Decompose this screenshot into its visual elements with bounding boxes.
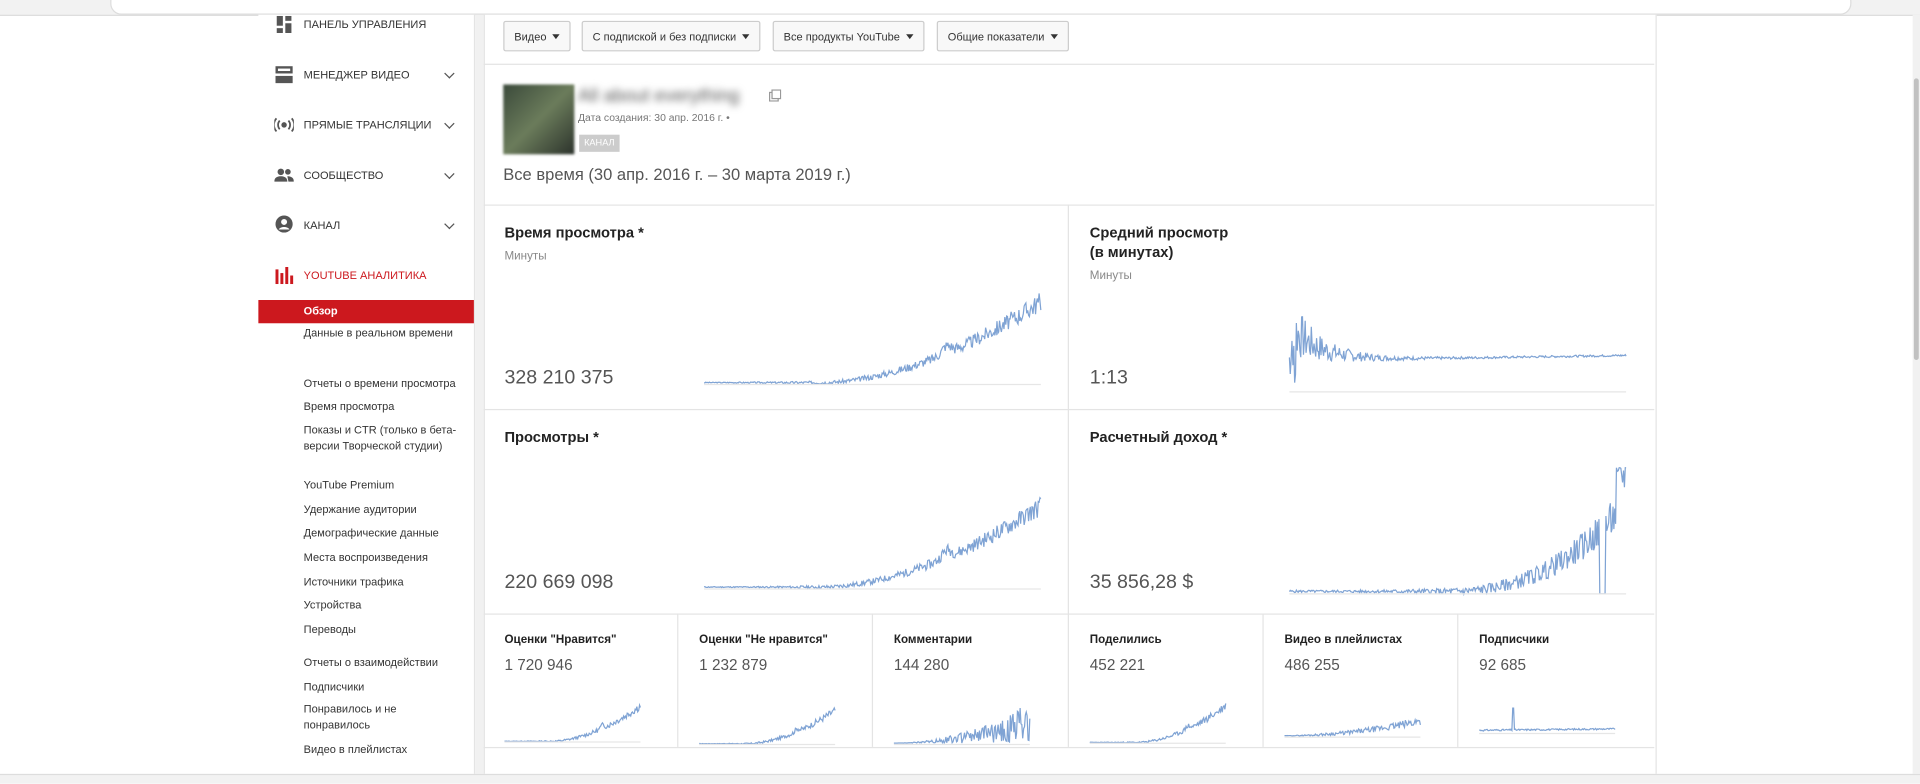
scrollbar xyxy=(1912,14,1920,774)
icon-dashboard xyxy=(276,15,292,34)
metric-value: 1 232 879 xyxy=(699,656,768,674)
sparkline xyxy=(1288,316,1627,393)
sparkline xyxy=(699,706,836,746)
badge: КАНАЛ xyxy=(579,134,620,152)
scroll-thumb[interactable] xyxy=(1913,78,1919,361)
gutter xyxy=(475,14,484,774)
metric-value: 452 221 xyxy=(1089,656,1146,674)
sparkline xyxy=(703,293,1042,386)
status-bar xyxy=(0,773,1920,784)
sub-heading[interactable]: Отчеты о времени просмотра xyxy=(303,377,456,390)
sparkline xyxy=(1288,467,1627,597)
sub-item[interactable]: Видео в плейлистах xyxy=(303,743,408,756)
metric-value: 35 856,28 $ xyxy=(1089,571,1194,593)
created-date: Дата создания: 30 апр. 2016 г. • xyxy=(577,111,730,124)
metric-title[interactable]: Подписчики xyxy=(1479,633,1550,647)
divider xyxy=(1262,613,1264,747)
divider xyxy=(677,613,679,747)
sub-item[interactable]: YouTube Premium xyxy=(303,478,395,492)
sparkline-path xyxy=(1479,707,1616,733)
sparkline-path xyxy=(1288,316,1627,383)
icon-videos xyxy=(275,66,293,84)
icon-live xyxy=(274,117,294,133)
sub-item[interactable]: Обзор xyxy=(303,304,338,318)
metric-title[interactable]: Средний просмотр (в минутах) xyxy=(1089,224,1229,261)
sub-item[interactable]: Удержание аудитории xyxy=(303,503,417,516)
sparkline xyxy=(703,496,1042,590)
sparkline xyxy=(1284,717,1422,738)
nav-item[interactable]: YOUTUBE АНАЛИТИКА xyxy=(303,269,427,282)
metric-title[interactable]: Поделились xyxy=(1089,633,1162,647)
filter-button[interactable]: Видео xyxy=(503,20,571,52)
divider xyxy=(483,63,1655,65)
divider xyxy=(483,746,1655,749)
metric-title[interactable]: Расчетный доход * xyxy=(1089,428,1228,446)
filter-button[interactable]: Общие показатели xyxy=(936,20,1069,52)
channel-thumbnail[interactable] xyxy=(503,84,575,155)
nav-item[interactable]: ПРЯМЫЕ ТРАНСЛЯЦИИ xyxy=(303,118,432,132)
nav-item[interactable]: КАНАЛ xyxy=(303,219,341,232)
browser-bar xyxy=(0,0,1920,16)
sparkline xyxy=(504,702,641,743)
sub-item[interactable]: Места воспроизведения xyxy=(303,551,428,564)
metric-value: 1 720 946 xyxy=(504,656,573,674)
metric-title[interactable]: Время просмотра * xyxy=(504,224,644,242)
sub-item[interactable]: Подписчики xyxy=(303,680,365,694)
sidebar xyxy=(258,14,476,774)
sparkline-path xyxy=(504,702,641,743)
sparkline-path xyxy=(1288,467,1627,597)
sub-item[interactable]: Показы и CTR (только в бета-версии Творч… xyxy=(303,423,457,452)
sparkline-path xyxy=(699,706,836,745)
created-text: Дата создания: 30 апр. 2016 г. xyxy=(577,111,724,124)
sub-item[interactable]: Понравилось и не понравилось xyxy=(303,702,397,732)
address-field[interactable] xyxy=(110,0,1852,15)
sub-item[interactable]: Устройства xyxy=(303,598,362,612)
sparkline xyxy=(1089,703,1227,744)
divider xyxy=(871,613,874,747)
nav-item[interactable]: ПАНЕЛЬ УПРАВЛЕНИЯ xyxy=(303,18,427,31)
period: Все время (30 апр. 2016 г. – 30 марта 20… xyxy=(503,165,851,184)
metric-title[interactable]: Видео в плейлистах xyxy=(1284,633,1403,647)
external-link-icon[interactable] xyxy=(768,89,782,102)
sub-item[interactable]: Время просмотра xyxy=(303,400,395,413)
metric-title[interactable]: Комментарии xyxy=(893,633,973,647)
selected-row xyxy=(258,300,474,324)
sparkline xyxy=(893,707,1031,746)
metric-value: 92 685 xyxy=(1479,656,1527,674)
sub-heading[interactable]: Отчеты о взаимодействии xyxy=(303,656,439,669)
nav-item[interactable]: МЕНЕДЖЕР ВИДЕО xyxy=(303,68,410,81)
filter-button[interactable]: Все продукты YouTube xyxy=(772,20,925,52)
icon-channel xyxy=(275,215,293,233)
metric-unit: Минуты xyxy=(504,249,547,264)
metric-title[interactable]: Оценки "Нравится" xyxy=(504,633,617,647)
sparkline-path xyxy=(893,707,1031,745)
sub-item[interactable]: Демографические данные xyxy=(303,526,439,539)
metric-value: 144 280 xyxy=(893,656,950,674)
sub-item[interactable]: Переводы xyxy=(303,623,356,636)
sub-item[interactable]: Источники трафика xyxy=(303,575,404,588)
sparkline-path xyxy=(703,496,1042,590)
sparkline xyxy=(1479,707,1616,735)
nav-item[interactable]: СООБЩЕСТВО xyxy=(303,168,384,182)
divider xyxy=(1457,613,1459,747)
filter-button[interactable]: С подпиской и без подписки xyxy=(581,20,761,52)
sparkline-path xyxy=(703,293,1042,386)
channel-name[interactable]: All about everything xyxy=(577,85,740,107)
metric-value: 486 255 xyxy=(1284,656,1340,674)
sparkline-path xyxy=(1284,717,1422,738)
metric-value: 1:13 xyxy=(1089,367,1128,389)
metric-title[interactable]: Оценки "Не нравится" xyxy=(699,633,828,647)
metric-value: 220 669 098 xyxy=(504,571,614,593)
main-panel xyxy=(483,14,1657,774)
icon-analytics xyxy=(275,266,294,285)
sub-item[interactable]: Данные в реальном времени xyxy=(303,326,453,340)
metric-title[interactable]: Просмотры * xyxy=(504,428,599,446)
metric-value: 328 210 375 xyxy=(504,367,614,389)
metric-unit: Минуты xyxy=(1089,269,1132,283)
sparkline-path xyxy=(1089,703,1227,744)
icon-community xyxy=(274,168,294,182)
divider xyxy=(1067,204,1069,747)
